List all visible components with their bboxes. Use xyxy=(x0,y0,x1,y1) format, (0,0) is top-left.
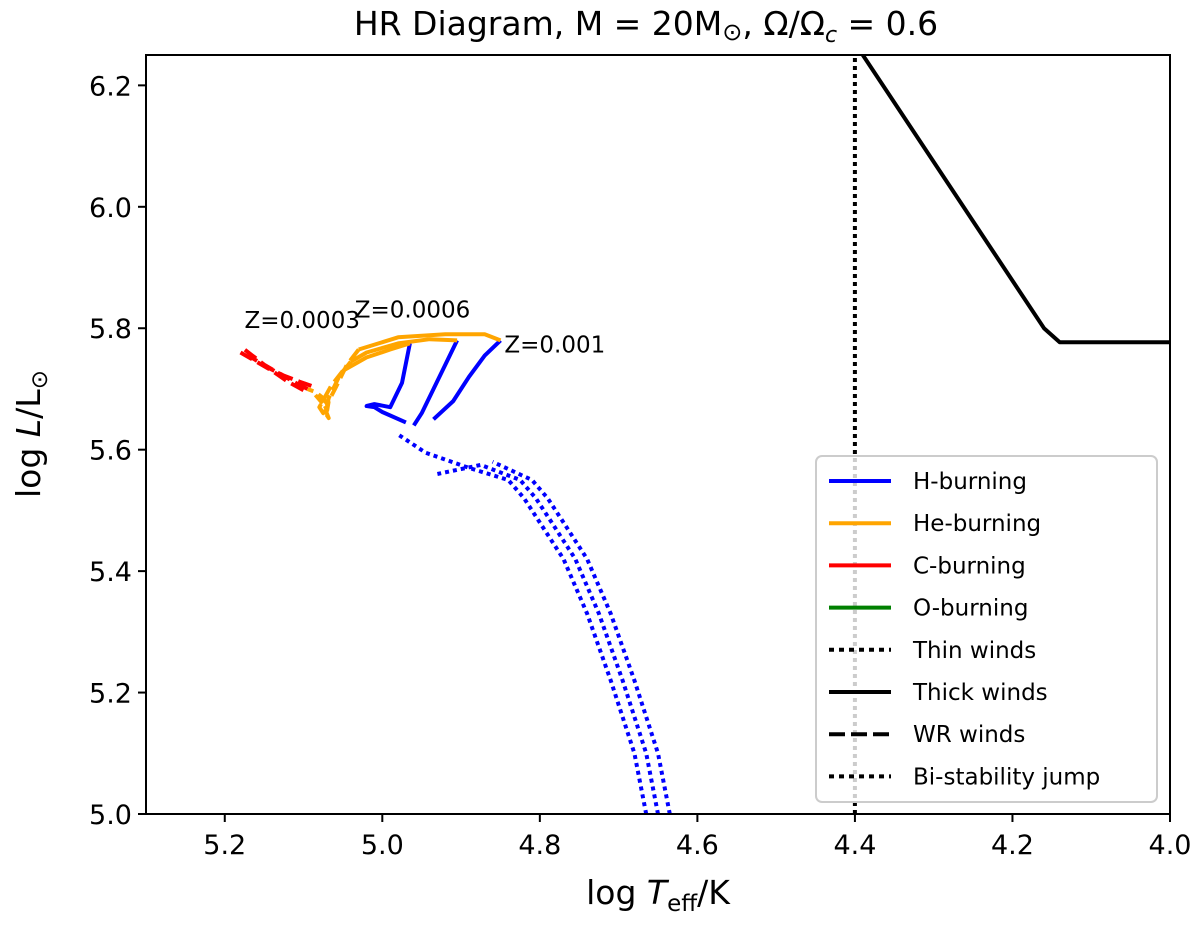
series-z-0-0006-he-burning-wr xyxy=(313,360,353,421)
y-tick-label: 5.0 xyxy=(89,800,132,831)
y-tick-label: 6.0 xyxy=(89,193,132,224)
legend-label: C-burning xyxy=(913,553,1026,579)
x-tick-label: 4.2 xyxy=(991,830,1034,861)
series-z-0-0003-he-burning xyxy=(341,341,411,373)
legend-box xyxy=(815,455,1158,803)
legend-label: Thick winds xyxy=(912,680,1048,706)
x-axis-label: log Teff/K xyxy=(586,873,731,917)
chart-title: HR Diagram, M = 20M⊙, Ω/Ωc = 0.6 xyxy=(354,4,938,48)
y-axis-label: log L/L⊙ xyxy=(9,370,53,498)
legend-label: Thin winds xyxy=(912,638,1036,664)
title-sun-symbol: ⊙ xyxy=(722,18,742,46)
series-z-0-0003-h-burning xyxy=(364,343,412,425)
x-tick-label: 5.0 xyxy=(361,830,404,861)
y-tick-label: 6.2 xyxy=(89,71,132,102)
series-z-0-0006-h-burning xyxy=(412,339,459,427)
x-axis-ticks: 5.2 5.0 4.8 4.6 4.4 4.2 4.0 xyxy=(203,814,1191,861)
y-tick-label: 5.8 xyxy=(89,314,132,345)
series-c-burning-wr-3 xyxy=(239,350,305,392)
legend-label: Bi-stability jump xyxy=(913,764,1100,790)
series-z-0-0006-he-burning xyxy=(349,337,458,364)
x-tick-label: 5.2 xyxy=(203,830,246,861)
series-layer xyxy=(239,55,1170,814)
legend-label: O-burning xyxy=(913,596,1028,622)
series-z-0-0003-h-burning-thin-winds xyxy=(396,432,649,814)
series-c-burning-wr-2 xyxy=(247,353,313,388)
series-z-0-001-he-burning-wr xyxy=(317,348,361,413)
annotation-label: Z=0.001 xyxy=(504,333,605,359)
y-axis-ticks: 5.0 5.2 5.4 5.6 5.8 6.0 6.2 xyxy=(89,71,146,831)
plot-frame xyxy=(145,54,1171,815)
series-thick-winds-boundary xyxy=(861,55,1170,345)
x-tick-label: 4.0 xyxy=(1149,830,1192,861)
y-tick-label: 5.6 xyxy=(89,436,132,467)
series-z-0-001-h-burning xyxy=(432,338,502,421)
series-z-0-0003-he-burning-wr xyxy=(306,369,345,416)
legend-label: He-burning xyxy=(913,511,1041,537)
legend-label: H-burning xyxy=(913,469,1027,495)
x-tick-label: 4.8 xyxy=(518,830,561,861)
series-z-0-001-he-burning xyxy=(358,332,502,352)
legend: H-burning He-burning C-burning O-burning Thi… xyxy=(815,455,1158,803)
ylabel-sun-symbol: ⊙ xyxy=(27,370,53,389)
annotation-label: Z=0.0003 xyxy=(244,308,360,334)
x-tick-label: 4.6 xyxy=(676,830,719,861)
series-z-0-0006-h-burning-thin-winds xyxy=(436,462,660,814)
legend-label: WR winds xyxy=(913,722,1025,748)
y-tick-label: 5.2 xyxy=(89,679,132,710)
y-tick-label: 5.4 xyxy=(89,557,132,588)
x-tick-label: 4.4 xyxy=(833,830,876,861)
annotation-label: Z=0.0006 xyxy=(355,297,471,323)
